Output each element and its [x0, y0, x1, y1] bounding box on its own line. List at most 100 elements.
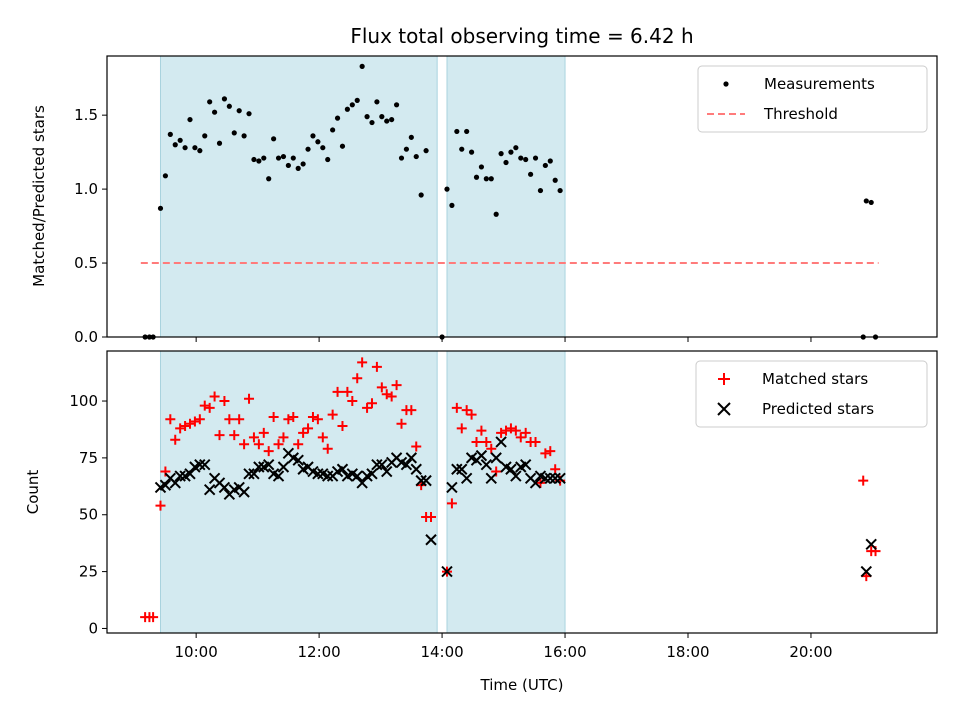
measurement-point [285, 162, 291, 169]
predicted-star-point [490, 452, 502, 464]
matched-star-point [545, 446, 556, 457]
measurement-point [315, 139, 321, 145]
predicted-star-point [381, 465, 393, 478]
y-tick-label: 75 [79, 449, 98, 467]
bottom-y-axis-label: Count [24, 470, 42, 515]
predicted-star-point [277, 461, 290, 473]
y-tick-label: 100 [69, 392, 98, 410]
matched-star-point [258, 427, 269, 438]
predicted-star-point [420, 474, 432, 487]
y-tick-label: 50 [79, 506, 98, 524]
measurement-point [369, 119, 375, 126]
matched-star-point [515, 432, 526, 443]
measurement-point [261, 155, 267, 161]
matched-star-point [481, 436, 492, 447]
matched-star-point [540, 448, 551, 459]
axes-frame [106, 55, 938, 338]
measurement-point [157, 205, 164, 211]
measurement-point [177, 137, 183, 143]
axes-frame [106, 350, 938, 634]
predicted-star-point [203, 484, 216, 496]
predicted-star-point [405, 452, 418, 464]
legend-box [697, 65, 928, 133]
measurement-point [459, 146, 465, 152]
matched-star-point [456, 423, 467, 434]
top-panel-ratio: 0.0 0.5 1.0 1.5 Measurements Threshold [74, 55, 938, 346]
measurement-point [271, 136, 277, 142]
legend-label: Matched stars [762, 370, 868, 388]
matched-star-point [476, 425, 487, 436]
measurement-point [231, 130, 237, 136]
measurement-point [354, 97, 360, 103]
predicted-star-point [529, 477, 542, 489]
predicted-star-point [865, 538, 877, 551]
measurement-point [295, 165, 301, 171]
legend-label: Measurements [764, 75, 875, 93]
predicted-star-point [262, 459, 275, 471]
predicted-star-point [410, 463, 422, 475]
predicted-star-point [322, 470, 334, 482]
measurement-point [393, 102, 400, 108]
legend-predicted-marker [717, 402, 731, 416]
measurement-point [454, 128, 460, 135]
matched-star-point [199, 400, 210, 411]
measurement-point [172, 142, 178, 148]
matched-star-point [371, 361, 382, 372]
matched-star-point [234, 414, 245, 425]
measurement-point [444, 186, 450, 192]
measurement-point [192, 145, 198, 151]
measurement-point [325, 156, 331, 163]
measurement-point [275, 155, 282, 161]
matched-star-point [180, 421, 191, 432]
matched-star-point [204, 402, 215, 413]
matched-star-point [224, 414, 235, 425]
matched-star-point [347, 396, 358, 407]
measurement-point [334, 115, 341, 121]
measurement-point [868, 199, 874, 206]
predicted-star-point [441, 565, 453, 578]
measurement-point [542, 162, 548, 169]
matched-star-point [501, 425, 512, 436]
measurement-point [241, 133, 247, 139]
predicted-star-point [549, 472, 561, 485]
predicted-star-point [351, 470, 363, 482]
measurement-point [498, 151, 504, 157]
matched-star-point [471, 436, 482, 447]
matched-star-point [155, 500, 166, 511]
predicted-star-point [456, 463, 468, 475]
matched-star-point [293, 439, 304, 450]
predicted-star-point [519, 459, 532, 471]
measurement-point [863, 198, 869, 204]
matched-star-point [244, 393, 255, 404]
measurement-point [503, 159, 509, 166]
matched-star-point [288, 411, 299, 422]
matched-star-point [214, 430, 225, 441]
matched-star-point [491, 466, 502, 477]
matched-star-point [342, 386, 353, 397]
matched-star-point [337, 421, 348, 432]
shaded-interval-0 [159, 350, 438, 634]
matched-star-point [391, 380, 402, 391]
predicted-star-point [451, 463, 463, 475]
predicted-star-point [159, 479, 172, 491]
y-tick-label: 1.0 [74, 180, 98, 198]
matched-star-point [411, 441, 422, 452]
matched-star-point [376, 382, 387, 393]
measurement-point [280, 153, 287, 160]
measurement-point [464, 128, 470, 135]
predicted-star-point [510, 470, 522, 482]
measurement-point [408, 134, 414, 140]
matched-star-point [209, 391, 220, 402]
matched-star-point [858, 475, 869, 486]
y-tick-label: 0.5 [74, 254, 98, 272]
matched-star-point [332, 386, 343, 397]
measurement-point [349, 102, 355, 108]
measurement-point [523, 156, 529, 163]
predicted-star-point [371, 459, 383, 471]
matched-star-point [510, 425, 521, 436]
measurement-point [339, 143, 346, 149]
matched-star-point [352, 373, 363, 384]
predicted-star-point [554, 472, 566, 485]
x-tick-label: 12:00 [297, 643, 340, 661]
predicted-star-point [272, 470, 285, 482]
